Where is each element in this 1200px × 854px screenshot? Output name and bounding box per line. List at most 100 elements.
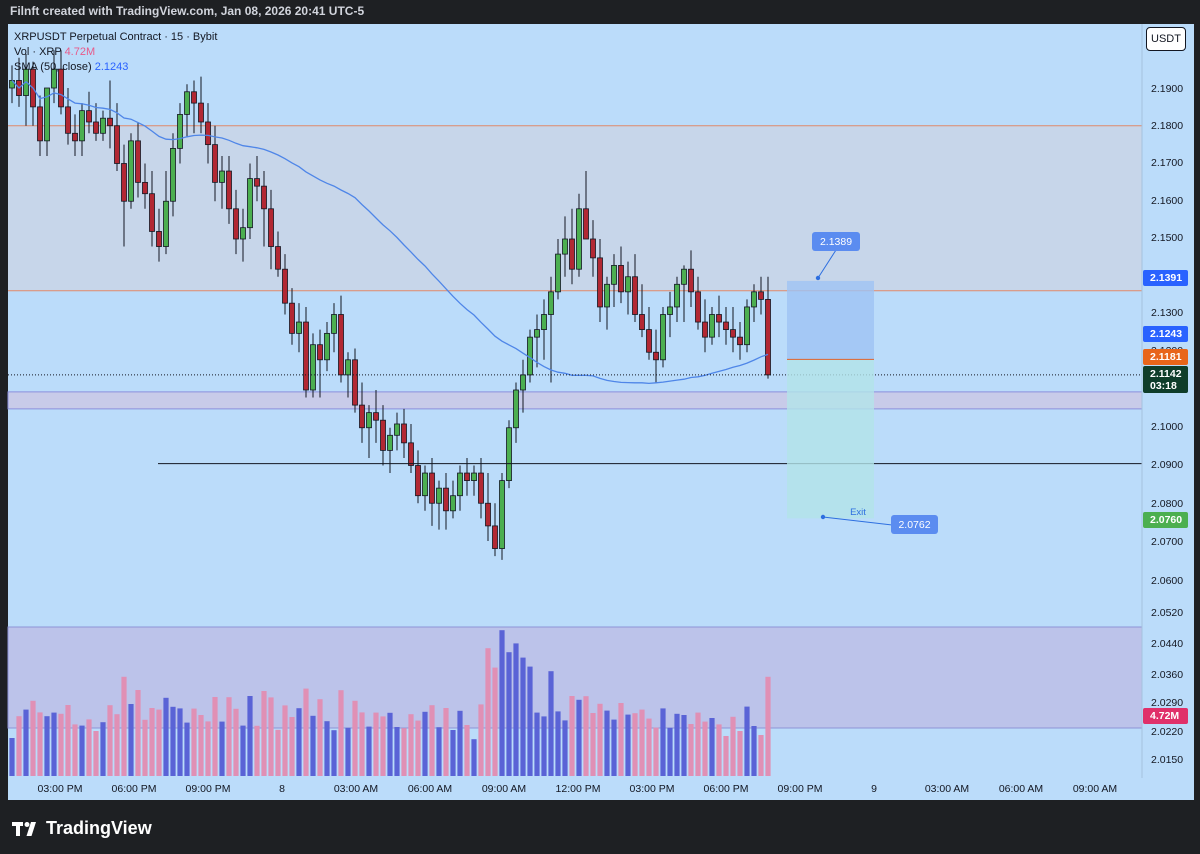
candle[interactable] (562, 238, 568, 255)
candle[interactable] (261, 185, 267, 210)
candle[interactable] (205, 121, 211, 146)
candle[interactable] (58, 68, 64, 108)
candle[interactable] (282, 268, 288, 304)
candle[interactable] (289, 302, 295, 334)
candle[interactable] (646, 329, 652, 353)
candle[interactable] (79, 110, 85, 142)
candle[interactable] (667, 306, 673, 315)
candle[interactable] (86, 110, 92, 123)
candle[interactable] (233, 208, 239, 240)
candle[interactable] (590, 238, 596, 259)
candle[interactable] (744, 306, 750, 346)
candle[interactable] (429, 472, 435, 504)
candle[interactable] (352, 359, 358, 406)
candle[interactable] (751, 291, 757, 308)
candle[interactable] (576, 208, 582, 270)
resistance-badge-box[interactable] (1143, 270, 1188, 286)
candle[interactable] (723, 321, 729, 330)
exit-callout-box[interactable] (891, 515, 938, 534)
candle[interactable] (737, 336, 743, 346)
candle[interactable] (625, 276, 631, 293)
candle[interactable] (296, 321, 302, 334)
candle[interactable] (583, 208, 589, 240)
candle[interactable] (93, 121, 99, 134)
candle[interactable] (254, 178, 260, 187)
target-badge-box[interactable] (1143, 512, 1188, 528)
candle[interactable] (184, 91, 190, 115)
candle[interactable] (156, 231, 162, 247)
candle[interactable] (149, 193, 155, 232)
candle[interactable] (408, 442, 414, 466)
candle[interactable] (695, 291, 701, 323)
candle[interactable] (471, 472, 477, 481)
candle[interactable] (730, 329, 736, 338)
candle[interactable] (632, 276, 638, 315)
candle[interactable] (555, 253, 561, 293)
candle[interactable] (170, 147, 176, 202)
candle[interactable] (492, 525, 498, 549)
legend-volume[interactable]: Vol · XRP 4.72M (14, 45, 217, 60)
legend-sma[interactable]: SMA (50, close) 2.1243 (14, 60, 217, 75)
candle[interactable] (569, 238, 575, 270)
candle[interactable] (464, 472, 470, 481)
candle[interactable] (338, 314, 344, 376)
candle[interactable] (240, 227, 246, 240)
volume-badge-box[interactable] (1143, 708, 1188, 724)
candle[interactable] (121, 163, 127, 202)
candle[interactable] (709, 314, 715, 338)
candle[interactable] (177, 114, 183, 149)
candle[interactable] (44, 87, 50, 142)
candle[interactable] (135, 140, 141, 183)
candle[interactable] (310, 344, 316, 391)
candle[interactable] (100, 117, 106, 134)
candle[interactable] (226, 170, 232, 210)
candle[interactable] (457, 472, 463, 497)
candle[interactable] (478, 472, 484, 504)
currency-button[interactable]: USDT (1146, 27, 1186, 51)
candle[interactable] (373, 412, 379, 421)
candle[interactable] (37, 106, 43, 142)
candle[interactable] (275, 246, 281, 270)
candle[interactable] (401, 423, 407, 444)
candle[interactable] (513, 389, 519, 429)
last-price-badge-box[interactable] (1143, 366, 1188, 393)
candle[interactable] (415, 465, 421, 497)
candle[interactable] (219, 170, 225, 183)
candle[interactable] (380, 419, 386, 451)
entry-callout-box[interactable] (812, 232, 860, 251)
candle[interactable] (212, 144, 218, 183)
candle[interactable] (65, 106, 71, 134)
candle[interactable] (716, 314, 722, 323)
candle[interactable] (436, 487, 442, 504)
candle[interactable] (331, 314, 337, 334)
candle[interactable] (198, 102, 204, 123)
legend-symbol[interactable]: XRPUSDT Perpetual Contract · 15 · Bybit (14, 31, 218, 43)
candle[interactable] (597, 257, 603, 308)
candle[interactable] (674, 283, 680, 308)
candle[interactable] (758, 291, 764, 300)
candle[interactable] (450, 495, 456, 512)
candle[interactable] (639, 314, 645, 331)
orange-line-badge-box[interactable] (1143, 349, 1188, 365)
candle[interactable] (548, 291, 554, 315)
candle[interactable] (688, 268, 694, 293)
candle[interactable] (268, 208, 274, 247)
candle[interactable] (681, 268, 687, 285)
candle[interactable] (317, 344, 323, 361)
candle[interactable] (324, 332, 330, 361)
candle[interactable] (51, 68, 57, 89)
candle[interactable] (359, 404, 365, 429)
candle[interactable] (611, 265, 617, 285)
candle[interactable] (702, 321, 708, 338)
candle[interactable] (499, 480, 505, 549)
candle[interactable] (443, 487, 449, 512)
candle[interactable] (485, 502, 491, 527)
candle[interactable] (422, 472, 428, 497)
sma-badge-box[interactable] (1143, 326, 1188, 342)
candle[interactable] (520, 374, 526, 391)
candle[interactable] (366, 412, 372, 429)
candle[interactable] (653, 351, 659, 361)
price-chart[interactable]: 2.1389 Exit 2.0762 2.1900 2.1800 2.1700 2.160… (0, 0, 1200, 800)
candle[interactable] (660, 314, 666, 361)
candle[interactable] (604, 283, 610, 308)
